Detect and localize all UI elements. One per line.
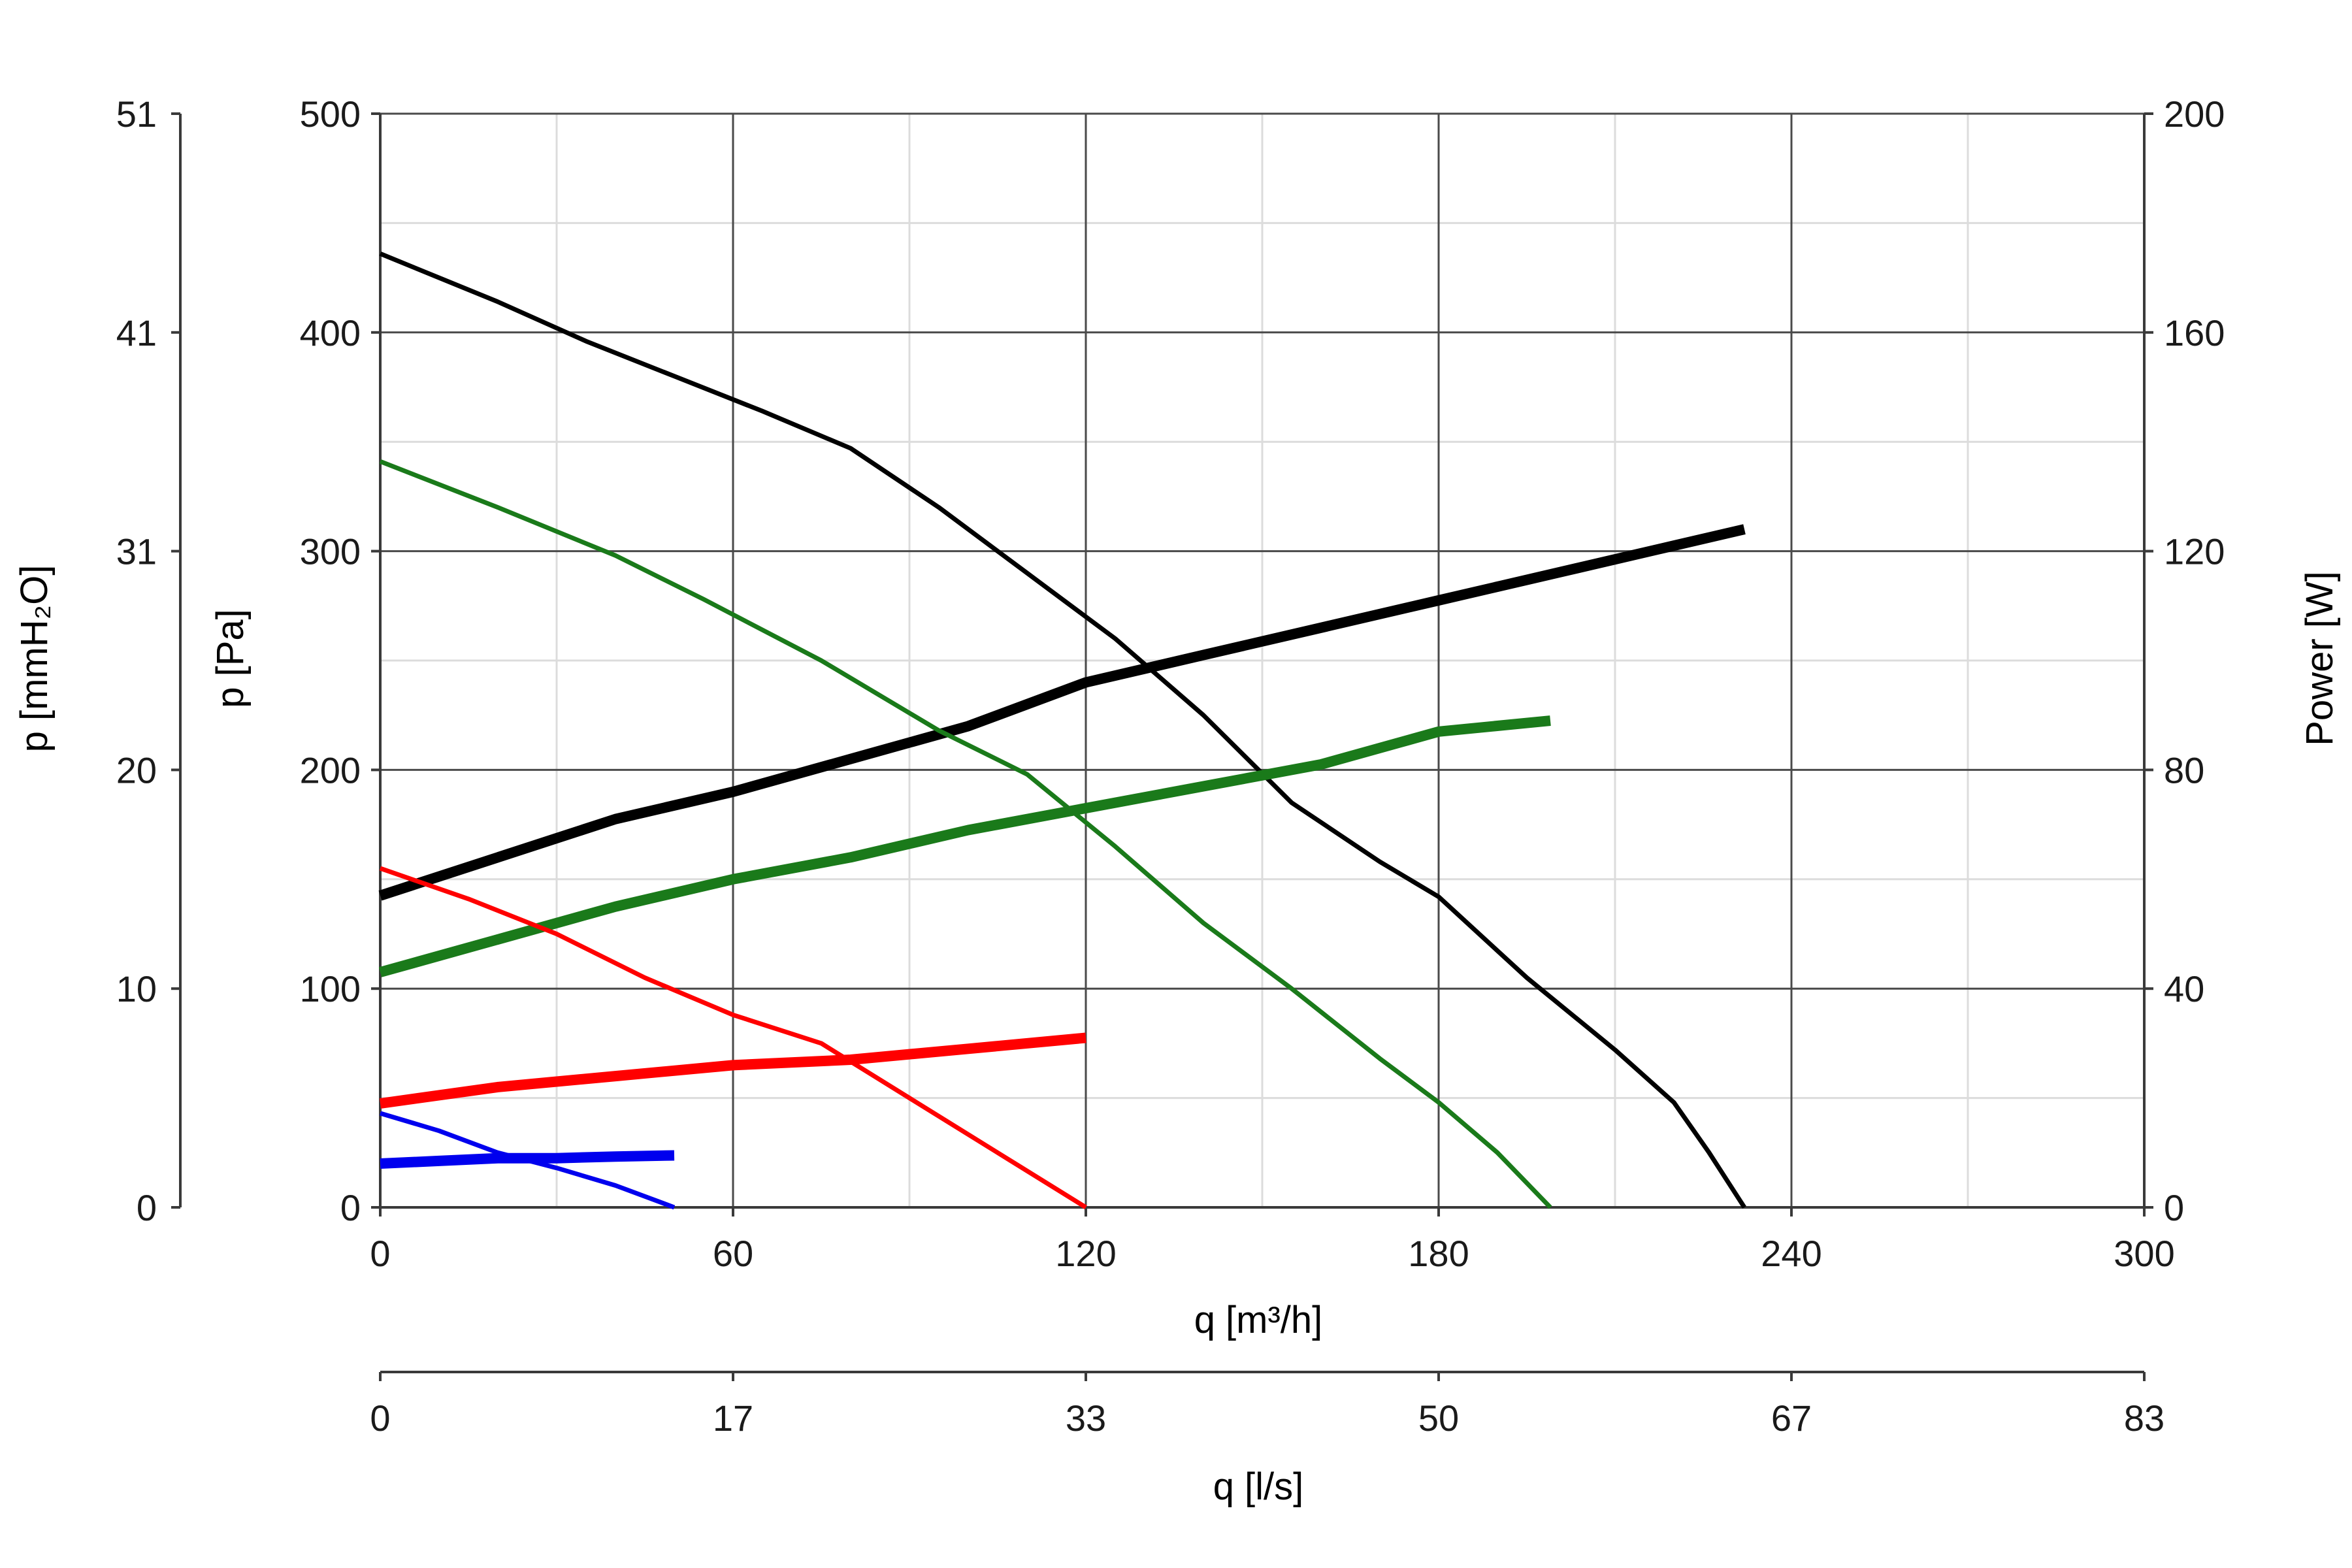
x2-tick-label: 50 <box>1418 1397 1459 1439</box>
y-tick-label: 500 <box>300 93 361 135</box>
y-tick-label: 200 <box>300 749 361 791</box>
y-left2-tick-label: 10 <box>116 968 157 1009</box>
y-left2-tick-label: 0 <box>137 1187 157 1228</box>
grid <box>379 112 2146 1209</box>
y-tick-label: 300 <box>300 531 361 572</box>
pressure-curve-4 <box>379 866 1087 1209</box>
pressure-curve-0 <box>379 252 1746 1209</box>
power-tick-label: 0 <box>2164 1187 2184 1228</box>
y-left2-tick-label: 41 <box>116 312 157 353</box>
y-left2-tick-label: 51 <box>116 93 157 135</box>
y-left2-tick-label: 20 <box>116 749 157 791</box>
x-tick-label: 180 <box>1408 1233 1469 1274</box>
x2-tick-label: 67 <box>1771 1397 1812 1439</box>
axes <box>171 112 2153 1381</box>
power-axis-title: Power [W] <box>2298 571 2341 746</box>
y-left2-axis-title: p [mmH₂O] <box>13 565 56 753</box>
y-tick-label: 100 <box>300 968 361 1009</box>
power-tick-label: 120 <box>2164 531 2225 572</box>
power-curve-3 <box>378 715 1551 977</box>
y-left2-tick-label: 31 <box>116 531 157 572</box>
x2-tick-label: 17 <box>713 1397 753 1439</box>
curves <box>378 252 1746 1210</box>
power-tick-label: 40 <box>2164 968 2204 1009</box>
power-tick-label: 160 <box>2164 312 2225 353</box>
x2-tick-label: 33 <box>1066 1397 1106 1439</box>
x2-tick-label: 83 <box>2124 1397 2164 1439</box>
power-curve-1 <box>378 524 1746 901</box>
x-tick-label: 120 <box>1055 1233 1116 1274</box>
x-tick-label: 0 <box>370 1233 390 1274</box>
x2-axis-title: q [l/s] <box>1213 1465 1304 1508</box>
y-tick-label: 400 <box>300 312 361 353</box>
x-tick-label: 240 <box>1761 1233 1821 1274</box>
x-axis-title: q [m³/h] <box>1194 1299 1323 1341</box>
x2-tick-label: 0 <box>370 1397 390 1439</box>
power-curve-7 <box>380 1150 675 1169</box>
x-tick-label: 300 <box>2114 1233 2174 1274</box>
x-tick-label: 60 <box>713 1233 753 1274</box>
power-tick-label: 200 <box>2164 93 2225 135</box>
power-curve-5 <box>379 1032 1086 1109</box>
y-tick-label: 0 <box>340 1187 361 1228</box>
y-axis-title: p [Pa] <box>209 609 252 708</box>
power-tick-label: 80 <box>2164 749 2204 791</box>
